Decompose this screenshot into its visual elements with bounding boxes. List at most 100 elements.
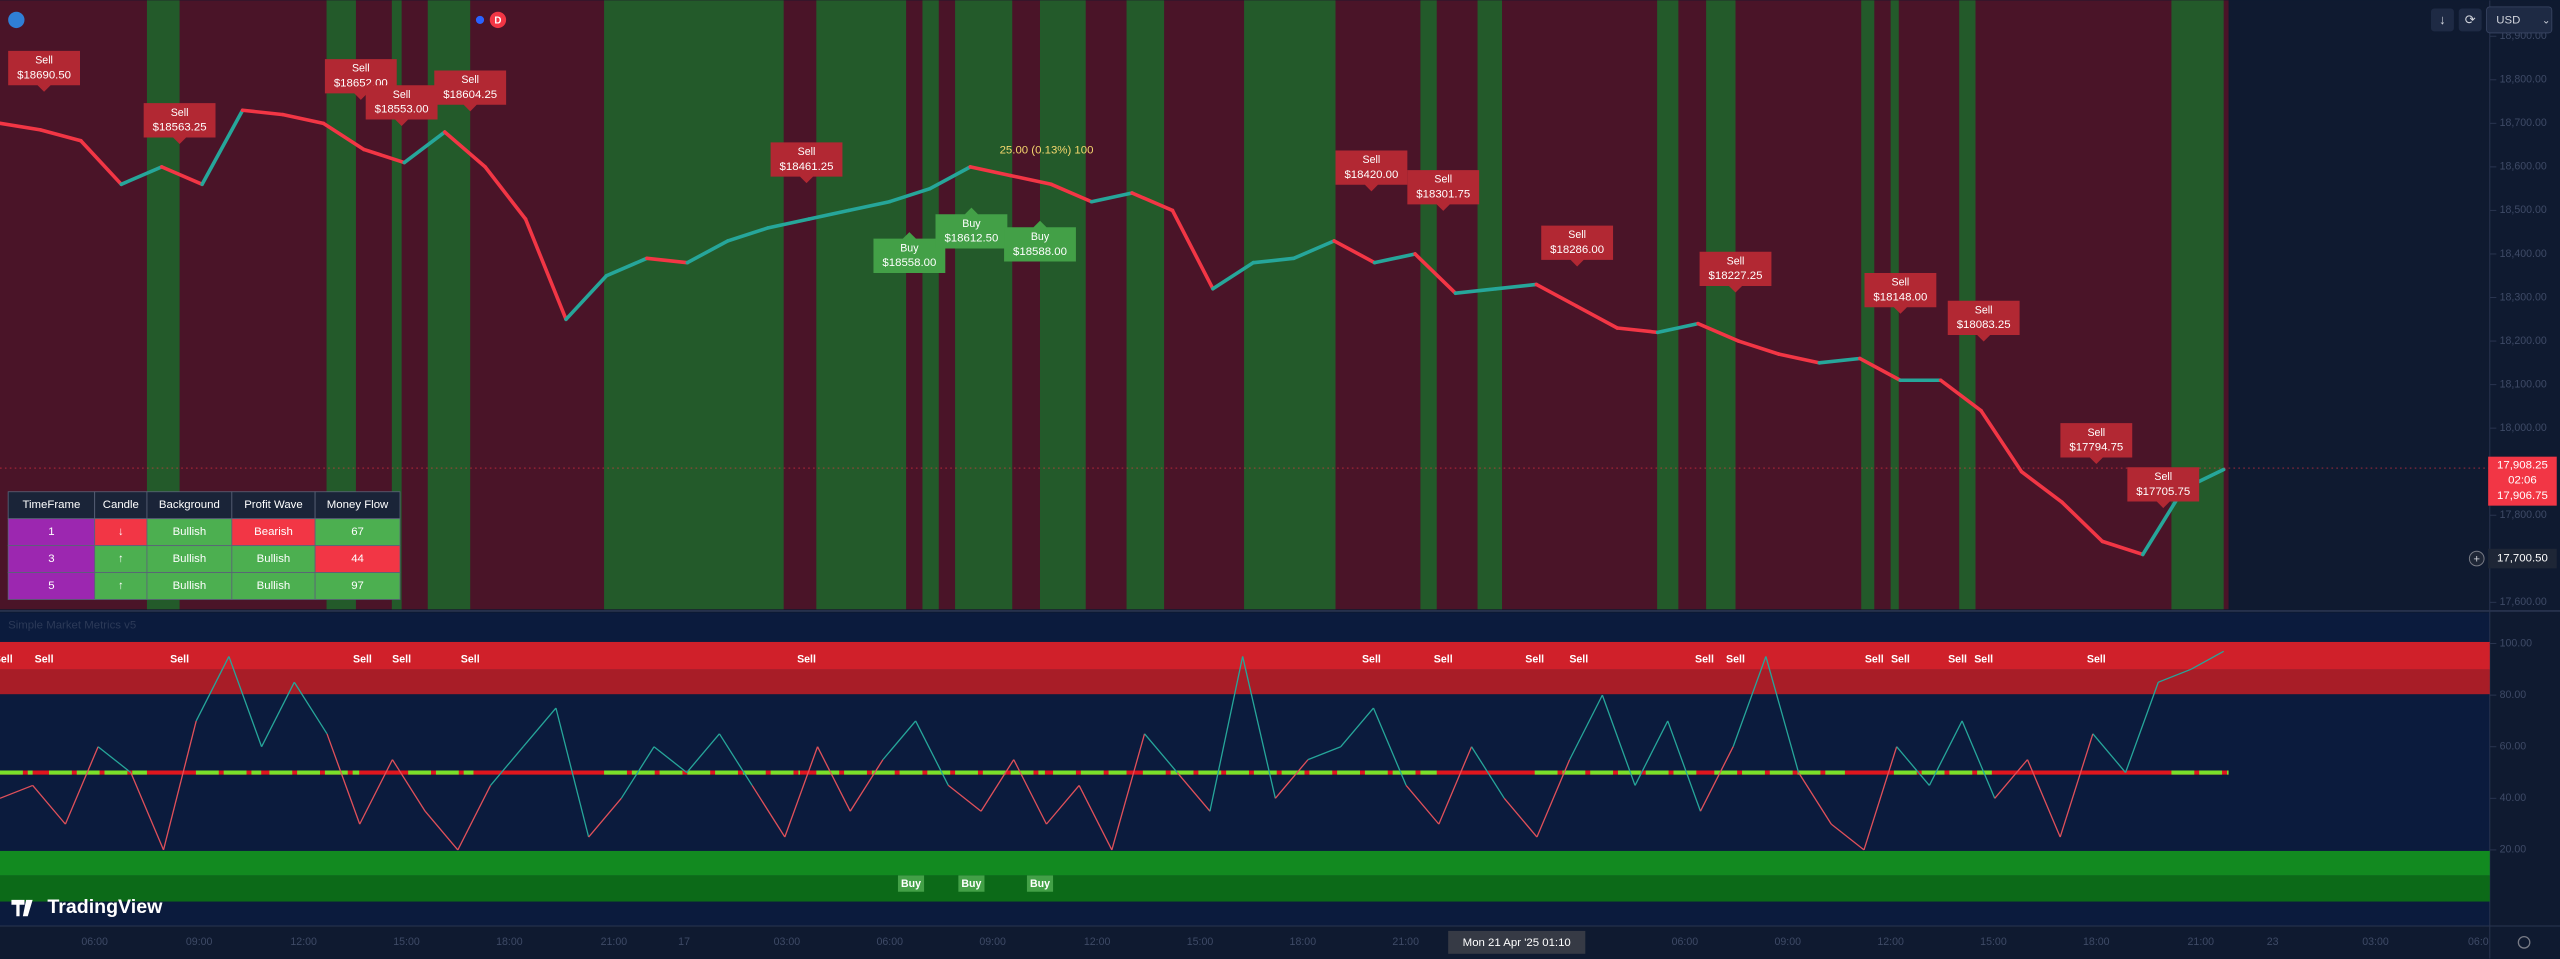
oscillator-segment — [490, 746, 524, 786]
oscillator-segment — [947, 784, 982, 812]
sell-marker: Sell — [0, 654, 13, 666]
table-cell-text: Bullish — [173, 526, 207, 538]
add-alert-button[interactable] — [2468, 550, 2485, 567]
oscillator-segment — [293, 681, 328, 735]
time-tick-label: 18:00 — [1290, 936, 1317, 948]
price-segment — [725, 226, 770, 243]
price-segment — [968, 165, 1013, 178]
price-segment — [402, 130, 447, 165]
price-segment — [887, 186, 932, 204]
price-tick-label: 18,100.00 — [2500, 378, 2547, 390]
sell-label-text: Sell — [2087, 427, 2105, 439]
table-cell-text: Bullish — [173, 553, 207, 565]
price-segment — [1332, 239, 1377, 265]
bullish-background — [1657, 0, 1679, 610]
price-segment — [1494, 282, 1539, 291]
oscillator-segment — [1961, 720, 1996, 799]
indicator-name: Simple Market Metrics v5 — [8, 620, 136, 632]
oscillator-segment — [32, 784, 66, 825]
oscillator-segment — [1372, 707, 1407, 786]
price-segment — [1089, 191, 1134, 204]
oscillator-segment — [261, 681, 295, 748]
price-segment — [1211, 260, 1256, 291]
indicator-tick-label: 60.00 — [2500, 741, 2527, 753]
last-price: 17,908.25 — [2497, 460, 2548, 472]
currency-button[interactable] — [2486, 6, 2553, 34]
oscillator-segment — [162, 720, 197, 851]
price-segment — [1413, 252, 1458, 295]
oscillator-segment — [1994, 759, 2028, 799]
buy-marker-box — [1026, 875, 1054, 892]
table-cell-text: Bullish — [257, 580, 291, 592]
bullish-background — [1040, 0, 1086, 610]
time-tick-label: 09:00 — [1774, 936, 1801, 948]
last-price-2: 17,906.75 — [2497, 490, 2548, 502]
buy-label-text: Buy — [962, 218, 981, 230]
table-header: Money Flow — [327, 499, 389, 511]
status-dot — [475, 15, 485, 24]
oscillator-segment — [653, 746, 688, 774]
oscillator-segment — [1209, 656, 1244, 812]
sell-label-price: $18420.00 — [1344, 169, 1398, 181]
price-segment — [1049, 182, 1094, 204]
price-segment — [1858, 356, 1903, 383]
price-segment — [281, 112, 326, 126]
sell-marker: Sell — [1948, 654, 1967, 666]
price-segment — [1534, 282, 1579, 309]
bullish-background — [1477, 0, 1503, 610]
time-tick-label: 15:00 — [1980, 936, 2007, 948]
oscillator-segment — [1732, 656, 1767, 747]
price-segment — [483, 165, 528, 221]
time-tick-label: 06:0 — [2468, 936, 2489, 948]
price-segment — [645, 256, 690, 265]
settings-icon[interactable] — [2517, 935, 2531, 949]
refresh-icon: ⟳ — [2465, 12, 2476, 27]
sell-label-text: Sell — [798, 146, 816, 158]
buy-label-box — [1004, 220, 1076, 262]
scroll-button[interactable] — [2431, 8, 2454, 32]
sell-label-text: Sell — [1363, 154, 1381, 166]
sell-label-price: $18227.25 — [1709, 270, 1763, 282]
refresh-button[interactable] — [2458, 8, 2482, 32]
oscillator-segment — [1144, 733, 1178, 773]
oscillator-segment — [1176, 772, 1211, 812]
sell-label-text: Sell — [171, 107, 189, 119]
oscillator-segment — [1569, 694, 1603, 760]
symbol-icon — [8, 11, 25, 29]
price-segment — [240, 108, 285, 117]
bullish-background — [2171, 0, 2224, 610]
buy-label-price: $18558.00 — [882, 257, 936, 269]
crosshair-price: 17,700.50 — [2497, 553, 2548, 565]
table-header: Background — [159, 499, 220, 511]
price-segment — [362, 147, 407, 165]
price-segment — [2019, 469, 2064, 504]
sell-label-text: Sell — [1727, 255, 1745, 267]
bullish-background — [1706, 0, 1736, 610]
time-tick-label: 17 — [678, 936, 690, 948]
oscillator-segment — [2124, 681, 2159, 773]
sell-label-box — [2127, 467, 2200, 509]
oscillator-segment — [97, 746, 132, 774]
oscillator-segment — [1470, 746, 1505, 799]
buy-label-text: Buy — [1031, 231, 1050, 243]
oscillator-segment — [2190, 650, 2224, 670]
oscillator-segment — [882, 720, 917, 761]
oversold-band — [0, 875, 2490, 902]
price-segment — [2100, 539, 2145, 557]
indicator-tick-label: 100.00 — [2500, 637, 2533, 649]
scroll-icon: ↓ — [2439, 12, 2446, 27]
price-segment — [1291, 239, 1337, 261]
oscillator-segment — [522, 707, 557, 748]
price-tick-label: 18,200.00 — [2500, 335, 2547, 347]
buy-label-price: $18588.00 — [1013, 246, 1067, 258]
price-tick-label: 18,000.00 — [2500, 422, 2547, 434]
sell-label-text: Sell — [35, 55, 53, 67]
sell-label-price: $18461.25 — [780, 161, 834, 173]
chart-layer: 18,900.0018,800.0018,700.0018,600.0018,5… — [0, 30, 2557, 954]
table-header: Candle — [103, 499, 139, 511]
time-tick-label: 21:00 — [601, 936, 628, 948]
buy-marker: Buy — [961, 878, 981, 890]
oscillator-segment — [1536, 759, 1571, 838]
sell-label-box — [1947, 300, 2020, 342]
price-tick-label: 18,700.00 — [2500, 117, 2547, 129]
